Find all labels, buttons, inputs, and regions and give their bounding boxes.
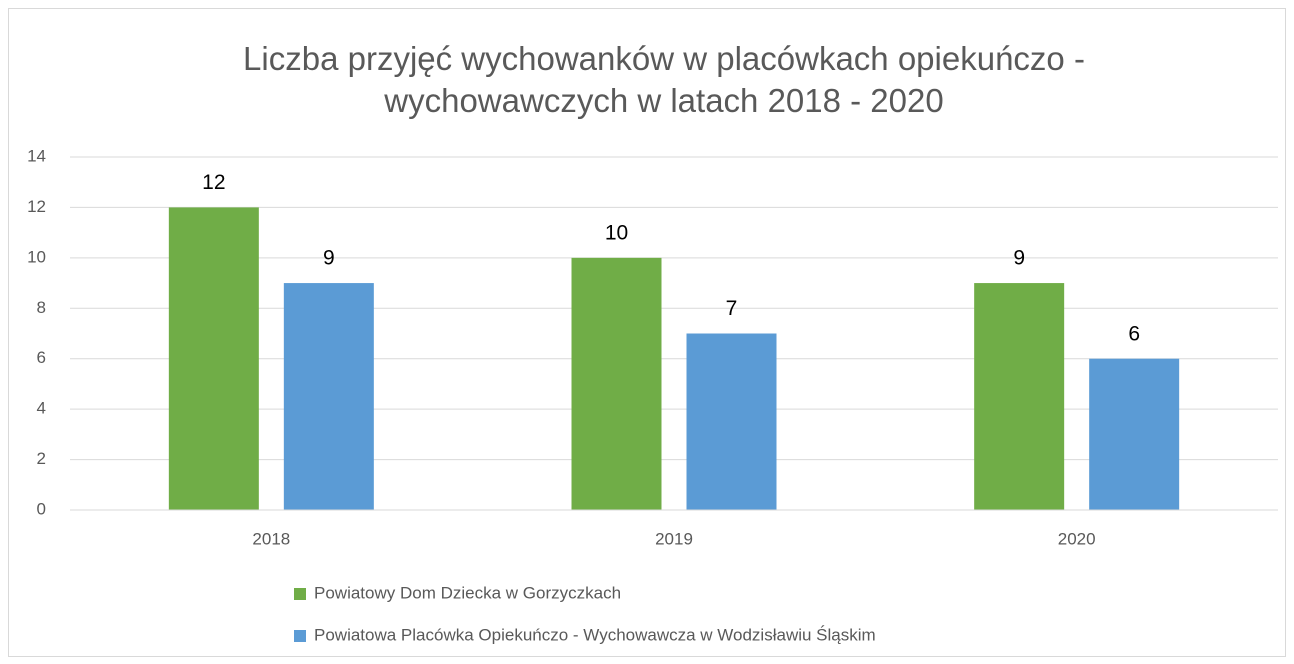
legend-swatch xyxy=(294,588,306,600)
bar xyxy=(974,283,1065,510)
y-tick-label: 0 xyxy=(37,499,46,518)
data-label: 6 xyxy=(1128,322,1140,345)
legend-swatch xyxy=(294,630,306,642)
y-tick-label: 2 xyxy=(37,449,46,468)
y-tick-label: 14 xyxy=(27,146,46,165)
chart-title: Liczba przyjęć wychowanków w placówkach … xyxy=(243,40,1085,119)
legend-label: Powiatowa Placówka Opiekuńczo - Wychowaw… xyxy=(314,625,876,644)
x-tick-label: 2019 xyxy=(655,529,693,548)
y-tick-label: 10 xyxy=(27,247,46,266)
y-tick-label: 4 xyxy=(37,399,46,418)
bar xyxy=(686,333,777,510)
chart-border xyxy=(8,8,1286,657)
bar xyxy=(168,207,259,510)
data-label: 7 xyxy=(726,297,738,320)
bar xyxy=(1089,358,1180,510)
data-label: 12 xyxy=(202,171,225,194)
x-tick-label: 2020 xyxy=(1058,529,1096,548)
bar xyxy=(283,283,374,510)
y-tick-label: 6 xyxy=(37,348,46,367)
x-tick-label: 2018 xyxy=(252,529,290,548)
data-label: 9 xyxy=(1013,247,1025,270)
bar xyxy=(571,257,662,510)
legend-label: Powiatowy Dom Dziecka w Gorzyczkach xyxy=(314,583,621,602)
data-label: 10 xyxy=(605,221,628,244)
y-tick-label: 12 xyxy=(27,197,46,216)
y-tick-label: 8 xyxy=(37,298,46,317)
data-label: 9 xyxy=(323,247,335,270)
